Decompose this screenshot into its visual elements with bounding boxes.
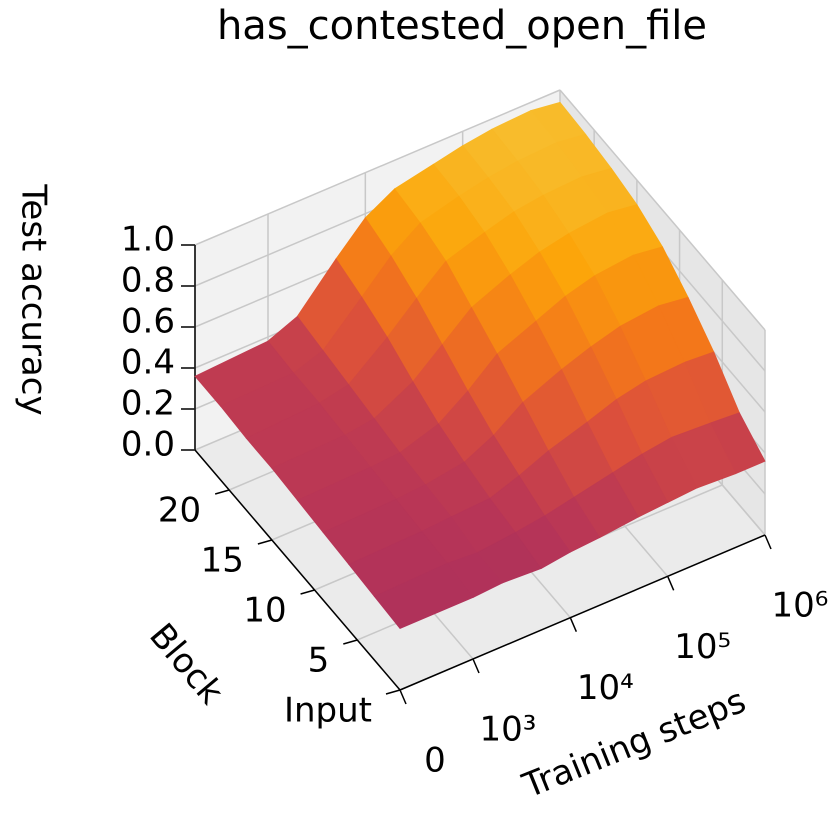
x-axis-label: Training steps [517,681,752,807]
z-tick-label: 0.8 [121,261,175,301]
y-tick-label: Input [284,691,372,731]
chart-title: has_contested_open_file [217,3,707,49]
x-tick-label: 0 [424,741,446,781]
z-axis-label: Test accuracy [14,183,54,415]
z-tick-label: 0.6 [121,302,175,342]
x-tick-label: 10⁴ [577,668,634,708]
y-tick-label: 5 [308,641,330,681]
z-tick-label: 1.0 [121,220,175,260]
x-tick [472,658,480,674]
y-tick-label: 20 [158,491,201,531]
x-tick [666,576,675,591]
y-tick-label: 10 [243,591,286,631]
y-tick [257,539,273,545]
y-tick [343,639,358,645]
z-tick-label: 0.4 [121,343,175,383]
y-axis-label: Block [141,616,231,712]
x-tick-label: 10⁶ [772,586,829,626]
y-tick-label: 15 [201,541,244,581]
y-axis-line [194,449,401,691]
y-tick [214,489,230,495]
surface-patch [373,562,474,629]
z-tick-label: 0.2 [121,384,175,424]
x-tick [764,534,772,550]
y-tick [385,689,401,695]
x-tick-label: 10³ [480,710,537,750]
x-tick [569,617,578,632]
z-tick-label: 0.0 [121,425,175,465]
grid-line [194,89,561,246]
x-tick-label: 10⁵ [674,627,731,667]
y-tick [300,589,315,595]
x-axis-line [399,534,766,691]
x-tick [399,689,407,705]
